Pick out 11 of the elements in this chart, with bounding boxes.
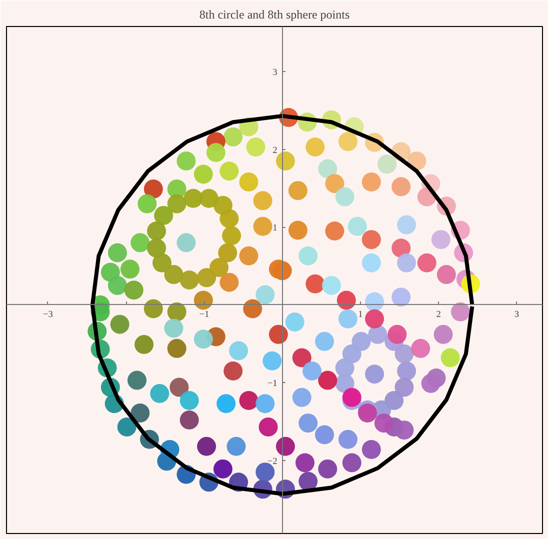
y-tick-label: 1: [272, 224, 278, 234]
x-tick-label: −3: [42, 310, 54, 320]
x-tick-label: −1: [199, 310, 210, 320]
x-tick-label: 2: [436, 310, 442, 320]
x-tick-label: 1: [358, 310, 364, 320]
chart-title: 8th circle and 8th sphere points: [199, 8, 350, 22]
y-tick-label: 3: [272, 68, 278, 78]
x-tick-label: 3: [514, 310, 520, 320]
y-tick-label: −1: [267, 379, 278, 390]
y-tick-label: 2: [272, 146, 278, 156]
y-tick-label: −2: [267, 456, 278, 467]
